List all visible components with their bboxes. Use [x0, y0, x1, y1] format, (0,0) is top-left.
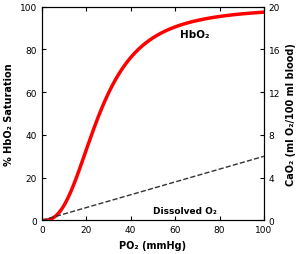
Y-axis label: CaO₂ (ml O₂/100 ml blood): CaO₂ (ml O₂/100 ml blood) — [286, 43, 296, 185]
Text: HbO₂: HbO₂ — [179, 29, 209, 39]
Text: Dissolved O₂: Dissolved O₂ — [153, 206, 217, 215]
X-axis label: PO₂ (mmHg): PO₂ (mmHg) — [119, 240, 186, 250]
Y-axis label: % HbO₂ Saturation: % HbO₂ Saturation — [4, 63, 14, 165]
